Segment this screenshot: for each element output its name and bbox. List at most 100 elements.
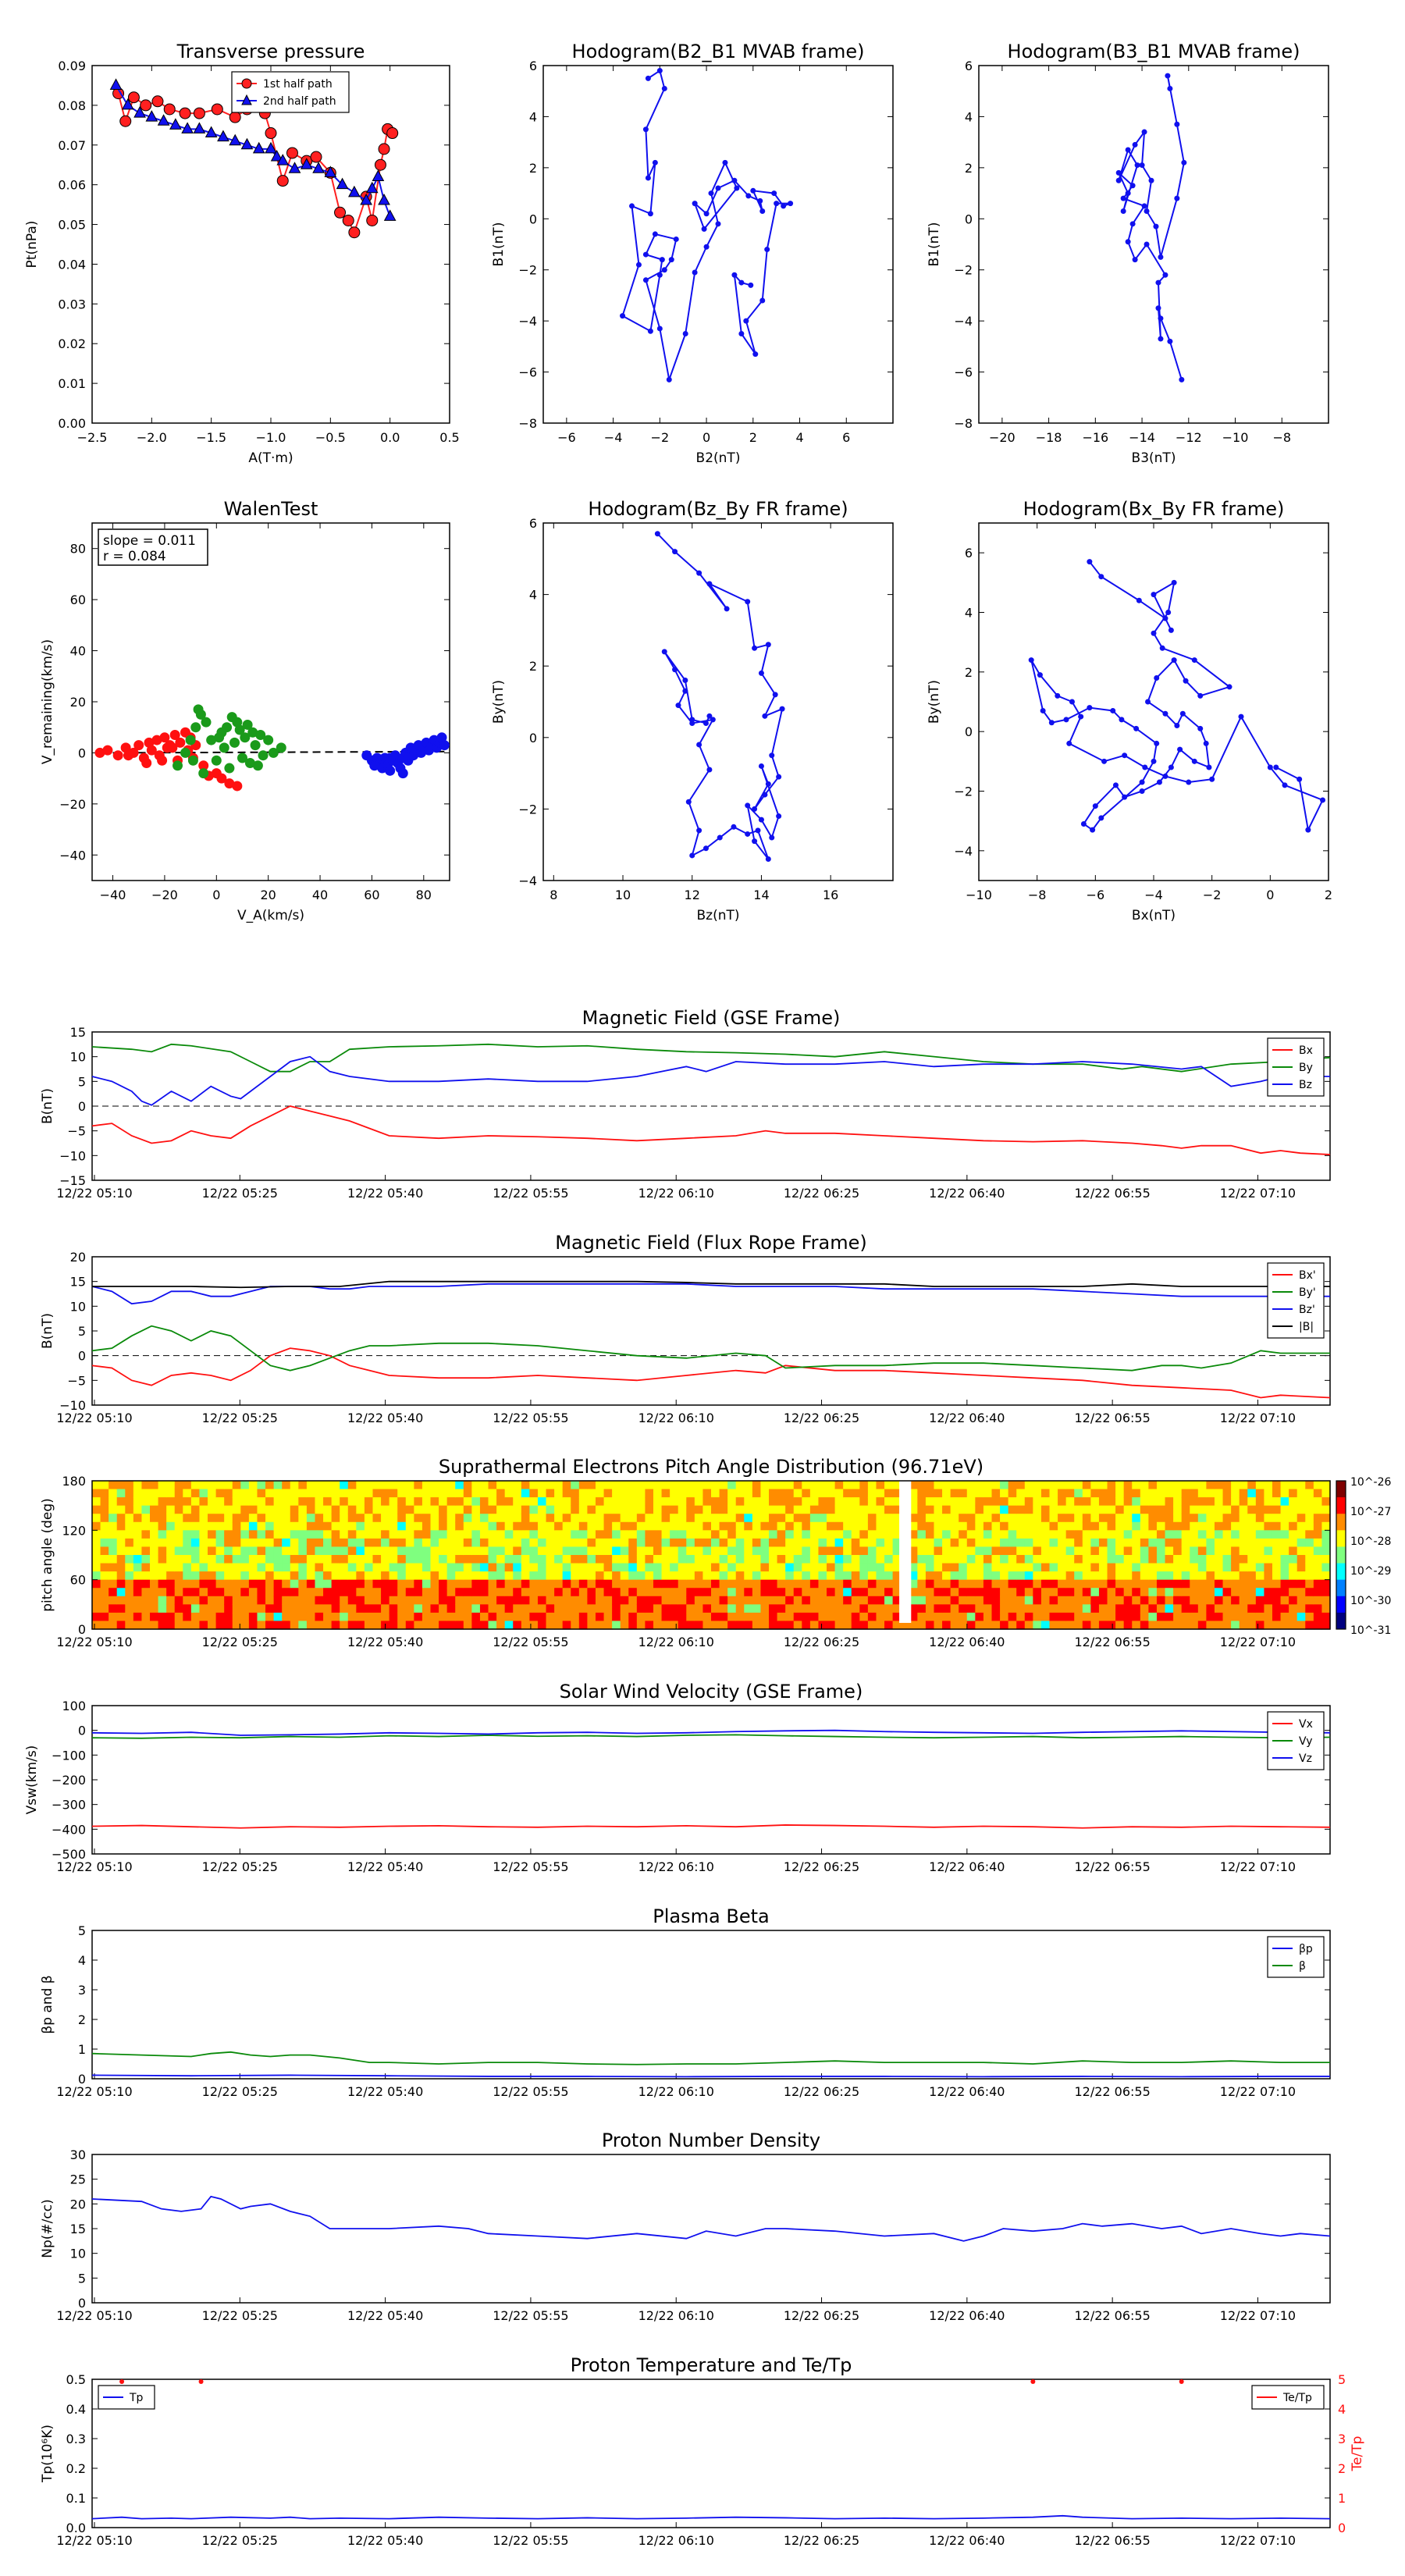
heatmap-cell bbox=[793, 1481, 802, 1490]
heatmap-cell bbox=[496, 1489, 506, 1498]
heatmap-cell bbox=[356, 1481, 365, 1490]
data-point bbox=[769, 753, 775, 759]
heatmap-cell bbox=[661, 1530, 670, 1539]
data-point bbox=[702, 720, 709, 726]
heatmap-cell bbox=[1148, 1546, 1158, 1556]
heatmap-cell bbox=[859, 1521, 869, 1531]
heatmap-cell bbox=[991, 1571, 1001, 1581]
data-point bbox=[1174, 723, 1180, 729]
x-tick-label: −2.5 bbox=[77, 430, 108, 445]
heatmap-cell bbox=[702, 1505, 712, 1514]
heatmap-cell bbox=[1231, 1604, 1240, 1614]
heatmap-cell bbox=[603, 1538, 613, 1548]
heatmap-cell bbox=[966, 1555, 976, 1564]
heatmap-cell bbox=[92, 1514, 101, 1523]
heatmap-cell bbox=[521, 1514, 530, 1523]
heatmap-cell bbox=[636, 1612, 646, 1622]
data-point bbox=[265, 127, 277, 140]
heatmap-cell bbox=[827, 1596, 836, 1605]
heatmap-cell bbox=[909, 1579, 918, 1589]
heatmap-cell bbox=[1000, 1612, 1009, 1622]
heatmap-cell bbox=[653, 1604, 663, 1614]
heatmap-cell bbox=[158, 1505, 167, 1514]
heatmap-cell bbox=[92, 1481, 101, 1490]
heatmap-cell bbox=[595, 1571, 605, 1581]
heatmap-cell bbox=[1058, 1489, 1067, 1498]
heatmap-cell bbox=[290, 1621, 299, 1630]
x-tick-label: 0 bbox=[212, 888, 220, 902]
heatmap-cell bbox=[959, 1505, 968, 1514]
heatmap-cell bbox=[1173, 1481, 1183, 1490]
heatmap-cell bbox=[1206, 1555, 1215, 1564]
heatmap-cell bbox=[1156, 1588, 1166, 1597]
heatmap-cell bbox=[1156, 1604, 1166, 1614]
data-point bbox=[710, 717, 716, 723]
heatmap-cell bbox=[785, 1530, 795, 1539]
heatmap-cell bbox=[959, 1621, 968, 1630]
data-point bbox=[369, 760, 380, 771]
heatmap-cell bbox=[439, 1588, 448, 1597]
heatmap-cell bbox=[843, 1521, 852, 1531]
heatmap-cell bbox=[777, 1489, 786, 1498]
data-point bbox=[112, 750, 123, 761]
heatmap-cell bbox=[834, 1621, 844, 1630]
heatmap-cell bbox=[1090, 1546, 1100, 1556]
heatmap-cell bbox=[1098, 1604, 1108, 1614]
y-tick-label: 60 bbox=[70, 1573, 86, 1588]
x-tick-label: 12/22 06:40 bbox=[929, 2533, 1005, 2548]
heatmap-cell bbox=[232, 1621, 241, 1630]
heatmap-cell bbox=[513, 1555, 522, 1564]
heatmap-cell bbox=[364, 1596, 374, 1605]
heatmap-cell bbox=[975, 1555, 984, 1564]
heatmap-cell bbox=[282, 1538, 291, 1548]
heatmap-cell bbox=[199, 1604, 208, 1614]
heatmap-cell bbox=[793, 1530, 802, 1539]
heatmap-cell bbox=[1247, 1521, 1257, 1531]
heatmap-cell bbox=[1231, 1530, 1240, 1539]
y-tick-label: 0 bbox=[529, 731, 537, 745]
x-tick-label: −0.5 bbox=[315, 430, 346, 445]
series-line bbox=[91, 1824, 1331, 1829]
heatmap-cell bbox=[884, 1621, 894, 1630]
heatmap-cell bbox=[1214, 1596, 1224, 1605]
heatmap-cell bbox=[719, 1604, 728, 1614]
heatmap-cell bbox=[752, 1579, 762, 1589]
heatmap-cell bbox=[843, 1596, 852, 1605]
heatmap-cell bbox=[150, 1514, 159, 1523]
heatmap-cell bbox=[917, 1481, 927, 1490]
heatmap-cell bbox=[752, 1571, 762, 1581]
heatmap-cell bbox=[1123, 1612, 1133, 1622]
heatmap-cell bbox=[496, 1497, 506, 1507]
heatmap-cell bbox=[818, 1538, 827, 1548]
data-point bbox=[383, 209, 397, 221]
heatmap-cell bbox=[141, 1588, 151, 1597]
heatmap-cell bbox=[727, 1596, 737, 1605]
heatmap-cell bbox=[1132, 1579, 1141, 1589]
heatmap-cell bbox=[571, 1530, 580, 1539]
heatmap-cell bbox=[727, 1514, 737, 1523]
data-point bbox=[706, 767, 713, 773]
heatmap-cell bbox=[340, 1505, 349, 1514]
heatmap-cell bbox=[571, 1538, 580, 1548]
heatmap-cell bbox=[719, 1555, 728, 1564]
data-point bbox=[762, 792, 768, 798]
heatmap-cell bbox=[975, 1481, 984, 1490]
heatmap-cell bbox=[934, 1612, 943, 1622]
heatmap-cell bbox=[1107, 1530, 1116, 1539]
heatmap-cell bbox=[1165, 1588, 1174, 1597]
heatmap-cell bbox=[282, 1571, 291, 1581]
heatmap-cell bbox=[430, 1521, 439, 1531]
heatmap-cell bbox=[719, 1579, 728, 1589]
heatmap-cell bbox=[1016, 1596, 1026, 1605]
y-tick-label: −15 bbox=[59, 1173, 86, 1188]
data-point bbox=[268, 747, 279, 758]
heatmap-cell bbox=[224, 1489, 233, 1498]
series-Bx' bbox=[91, 1347, 1331, 1399]
y-tick-label: 25 bbox=[70, 2172, 86, 2187]
heatmap-cell bbox=[612, 1505, 621, 1514]
heatmap-cell bbox=[595, 1563, 605, 1572]
heatmap-cell bbox=[1239, 1489, 1248, 1498]
heatmap-cell bbox=[100, 1621, 109, 1630]
heatmap-cell bbox=[711, 1621, 720, 1630]
